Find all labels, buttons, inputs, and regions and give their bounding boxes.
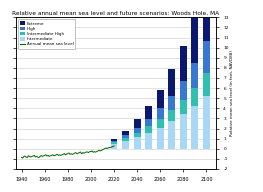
Bar bbox=[134, 132, 140, 137]
Bar bbox=[203, 73, 210, 96]
Bar bbox=[157, 90, 164, 108]
Bar bbox=[122, 138, 129, 141]
Bar bbox=[122, 135, 129, 138]
Bar bbox=[145, 119, 152, 127]
Bar bbox=[134, 137, 140, 149]
Bar bbox=[157, 108, 164, 119]
Bar bbox=[203, 96, 210, 149]
Bar bbox=[157, 119, 164, 127]
Bar bbox=[134, 127, 140, 132]
Bar bbox=[145, 132, 152, 149]
Bar bbox=[203, 0, 210, 41]
Bar bbox=[122, 141, 129, 149]
Title: Relative annual mean sea level and future scenarios: Woods Hole, MA: Relative annual mean sea level and futur… bbox=[12, 11, 219, 16]
Y-axis label: Relative mean sea level (in feet, NAVD88): Relative mean sea level (in feet, NAVD88… bbox=[230, 50, 234, 136]
Bar bbox=[191, 88, 198, 106]
Bar bbox=[180, 114, 187, 149]
Bar bbox=[168, 121, 175, 149]
Bar bbox=[191, 17, 198, 63]
Bar bbox=[134, 119, 140, 127]
Bar bbox=[110, 139, 118, 141]
Bar bbox=[168, 96, 175, 110]
Bar bbox=[168, 110, 175, 121]
Bar bbox=[168, 69, 175, 96]
Bar bbox=[180, 46, 187, 81]
Bar bbox=[110, 144, 118, 149]
Bar bbox=[203, 41, 210, 73]
Bar bbox=[110, 141, 118, 142]
Bar bbox=[191, 63, 198, 88]
Bar bbox=[145, 127, 152, 132]
Bar bbox=[191, 106, 198, 149]
Legend: Extreme, High, Intermediate High, Intermediate, Annual mean sea level: Extreme, High, Intermediate High, Interm… bbox=[18, 19, 75, 49]
Bar bbox=[110, 142, 118, 144]
Bar bbox=[180, 81, 187, 100]
Bar bbox=[145, 106, 152, 119]
Bar bbox=[180, 100, 187, 114]
Bar bbox=[157, 127, 164, 149]
Bar bbox=[122, 131, 129, 135]
